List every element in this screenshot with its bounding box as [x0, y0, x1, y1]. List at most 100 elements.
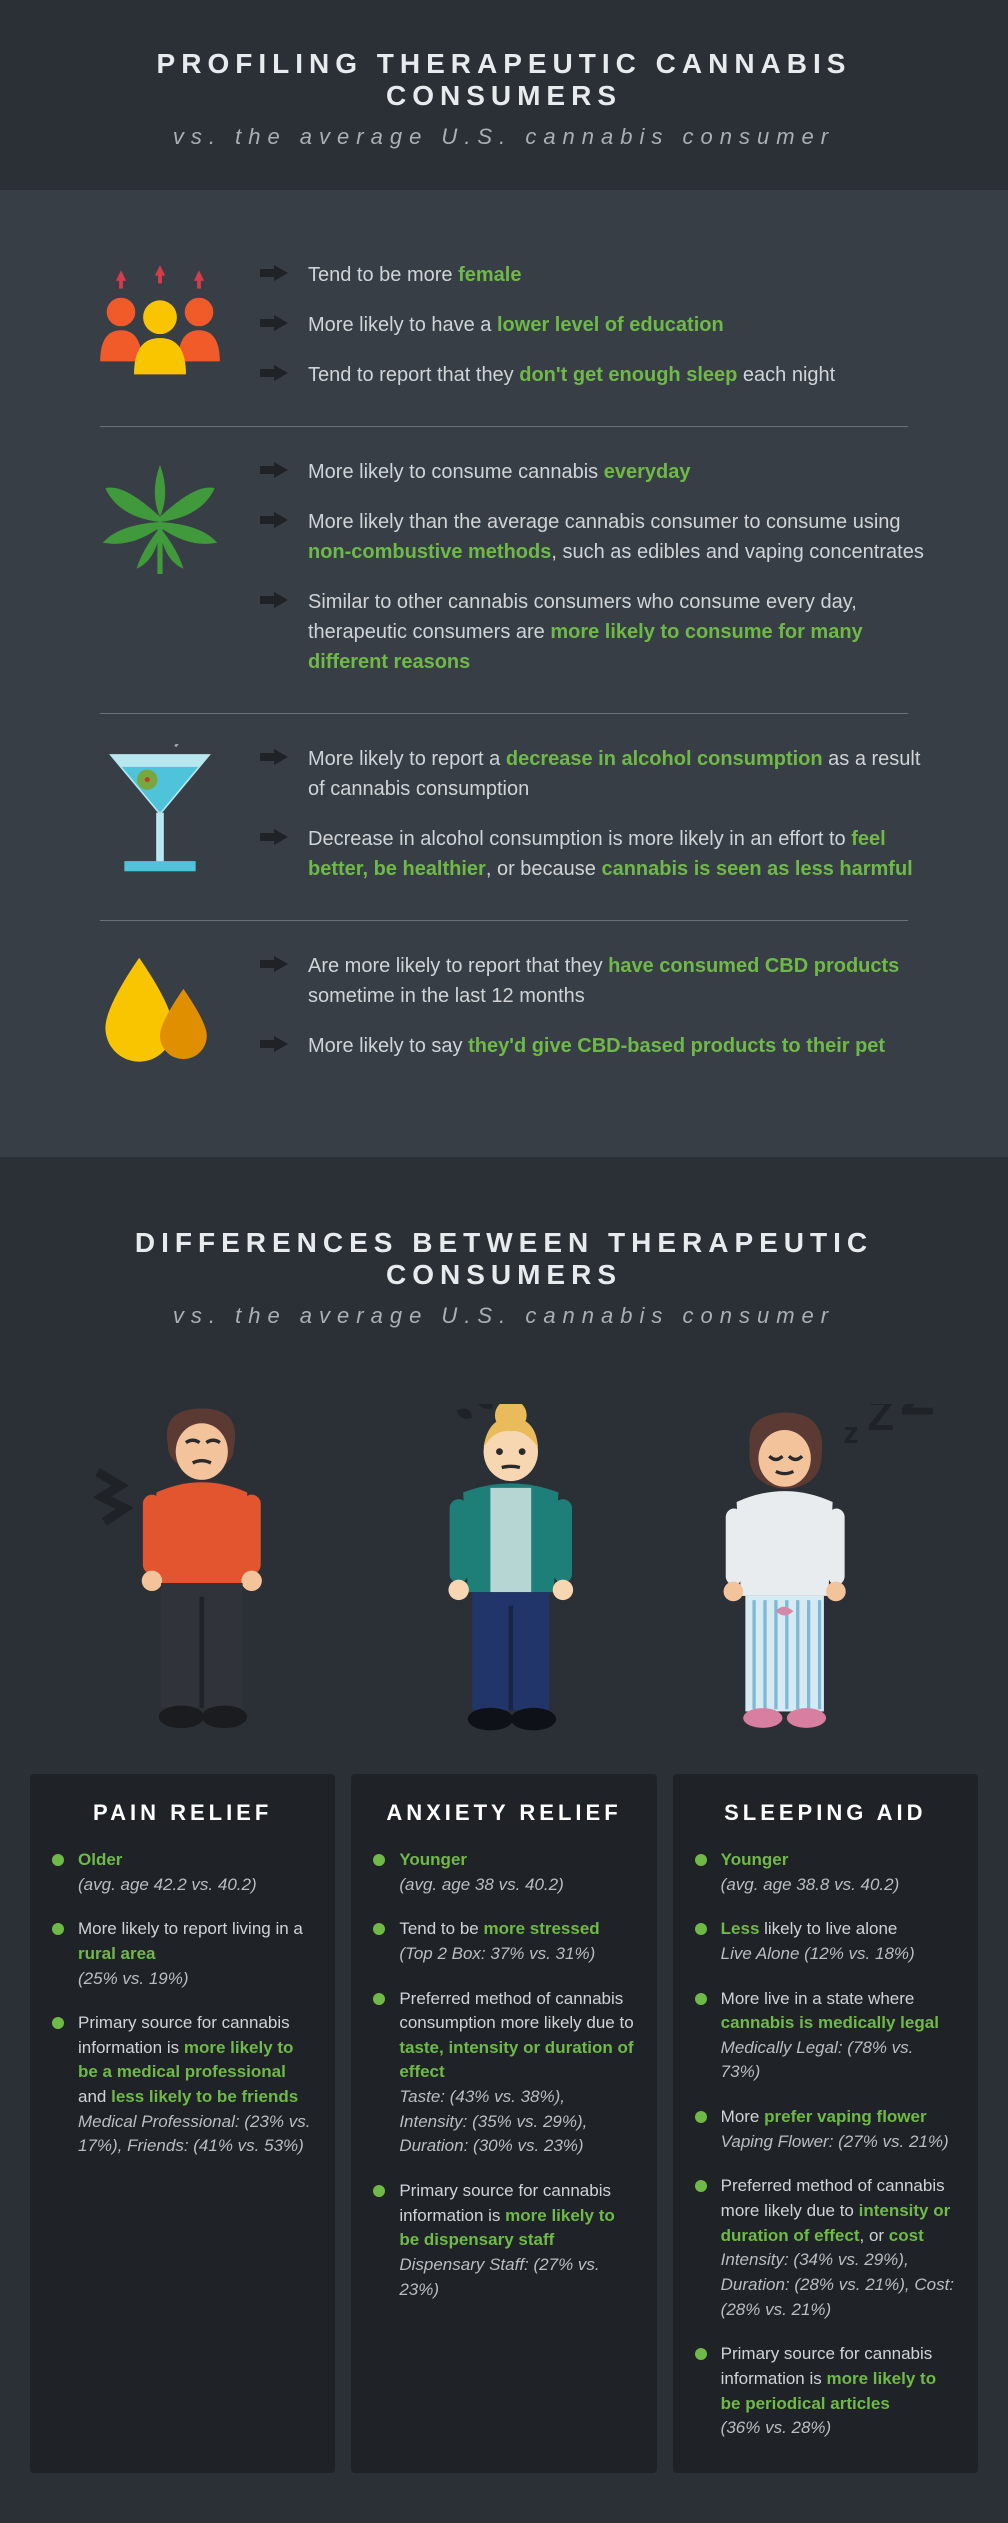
- bullet: Are more likely to report that they have…: [260, 951, 928, 1011]
- bullet-dot-icon: [373, 1993, 385, 2005]
- card-point: Preferred method of cannabis consumption…: [373, 1987, 634, 2159]
- bullet-text: Tend to be more female: [308, 260, 521, 290]
- point-body: Primary source for cannabis information …: [399, 2179, 634, 2302]
- bullet-text: More likely to report a decrease in alco…: [308, 744, 928, 804]
- card-point: Younger(avg. age 38 vs. 40.2): [373, 1848, 634, 1897]
- card-point: Less likely to live aloneLive Alone (12%…: [695, 1917, 956, 1966]
- bullet-text: More likely than the average cannabis co…: [308, 507, 928, 567]
- bullet: More likely to report a decrease in alco…: [260, 744, 928, 804]
- arrow-icon: [260, 460, 288, 480]
- card-point: Primary source for cannabis information …: [373, 2179, 634, 2302]
- leaf-icon: [80, 457, 240, 587]
- block-body: More likely to consume cannabis everyday…: [240, 457, 928, 677]
- svg-text:Z: Z: [868, 1404, 895, 1440]
- people-row: z Z Z: [0, 1374, 1008, 1774]
- bullet-text: Similar to other cannabis consumers who …: [308, 587, 928, 677]
- person-illustration: [384, 1384, 624, 1744]
- bullet: More likely to have a lower level of edu…: [260, 310, 928, 340]
- bullet-dot-icon: [373, 2185, 385, 2197]
- arrow-icon: [260, 827, 288, 847]
- point-body: Younger(avg. age 38 vs. 40.2): [399, 1848, 563, 1897]
- section2-title: DIFFERENCES BETWEEN THERAPEUTIC CONSUMER…: [40, 1227, 968, 1291]
- point-body: Older(avg. age 42.2 vs. 40.2): [78, 1848, 257, 1897]
- main-header: PROFILING THERAPEUTIC CANNABIS CONSUMERS…: [0, 0, 1008, 190]
- card-point: More live in a state where cannabis is m…: [695, 1987, 956, 2086]
- card-point: More likely to report living in a rural …: [52, 1917, 313, 1991]
- card-point: Primary source for cannabis information …: [52, 2011, 313, 2159]
- bullet-text: More likely to say they'd give CBD-based…: [308, 1031, 885, 1061]
- card-point: More prefer vaping flowerVaping Flower: …: [695, 2105, 956, 2154]
- point-body: Tend to be more stressed(Top 2 Box: 37% …: [399, 1917, 599, 1966]
- bullet: More likely to say they'd give CBD-based…: [260, 1031, 928, 1061]
- card-point: Tend to be more stressed(Top 2 Box: 37% …: [373, 1917, 634, 1966]
- card-point: Preferred method of cannabis more likely…: [695, 2174, 956, 2322]
- card-point: Older(avg. age 42.2 vs. 40.2): [52, 1848, 313, 1897]
- comparison-card: ANXIETY RELIEF Younger(avg. age 38 vs. 40…: [351, 1774, 656, 2473]
- bullet-dot-icon: [52, 1854, 64, 1866]
- cocktail-icon: [80, 744, 240, 884]
- bullet-dot-icon: [695, 2180, 707, 2192]
- person-illustration: [75, 1384, 315, 1744]
- arrow-icon: [260, 313, 288, 333]
- point-body: Primary source for cannabis information …: [721, 2342, 956, 2441]
- profile-block: Tend to be more female More likely to ha…: [60, 230, 948, 426]
- point-body: More prefer vaping flowerVaping Flower: …: [721, 2105, 949, 2154]
- svg-text:Z: Z: [901, 1404, 934, 1428]
- point-body: Primary source for cannabis information …: [78, 2011, 313, 2159]
- profile-block: Are more likely to report that they have…: [60, 921, 948, 1107]
- card-point: Primary source for cannabis information …: [695, 2342, 956, 2441]
- card-title: ANXIETY RELIEF: [373, 1800, 634, 1826]
- people-icon: [80, 260, 240, 390]
- bullet-dot-icon: [695, 2111, 707, 2123]
- profile-block: More likely to consume cannabis everyday…: [60, 427, 948, 713]
- bullet: Tend to report that they don't get enoug…: [260, 360, 928, 390]
- card-title: PAIN RELIEF: [52, 1800, 313, 1826]
- page-subtitle: vs. the average U.S. cannabis consumer: [40, 124, 968, 150]
- sleep-person-icon: z Z Z: [693, 1404, 933, 1744]
- profile-panel: Tend to be more female More likely to ha…: [0, 190, 1008, 1157]
- comparison-card: PAIN RELIEF Older(avg. age 42.2 vs. 40.2)…: [30, 1774, 335, 2473]
- arrow-icon: [260, 263, 288, 283]
- block-body: Are more likely to report that they have…: [240, 951, 928, 1061]
- section2-header: DIFFERENCES BETWEEN THERAPEUTIC CONSUMER…: [0, 1157, 1008, 1374]
- arrow-icon: [260, 510, 288, 530]
- card-title: SLEEPING AID: [695, 1800, 956, 1826]
- bullet: More likely to consume cannabis everyday: [260, 457, 928, 487]
- bullet-dot-icon: [695, 1923, 707, 1935]
- bullet-dot-icon: [695, 1854, 707, 1866]
- pain-person-icon: [80, 1404, 310, 1744]
- profile-block: More likely to report a decrease in alco…: [60, 714, 948, 920]
- arrow-icon: [260, 363, 288, 383]
- point-body: Less likely to live aloneLive Alone (12%…: [721, 1917, 915, 1966]
- bullet-dot-icon: [52, 1923, 64, 1935]
- bullet-text: Decrease in alcohol consumption is more …: [308, 824, 928, 884]
- arrow-icon: [260, 747, 288, 767]
- bullet-text: Tend to report that they don't get enoug…: [308, 360, 835, 390]
- block-body: Tend to be more female More likely to ha…: [240, 260, 928, 390]
- point-body: Preferred method of cannabis more likely…: [721, 2174, 956, 2322]
- point-body: More live in a state where cannabis is m…: [721, 1987, 956, 2086]
- bullet-dot-icon: [695, 2348, 707, 2360]
- point-body: Younger(avg. age 38.8 vs. 40.2): [721, 1848, 900, 1897]
- bullet: Decrease in alcohol consumption is more …: [260, 824, 928, 884]
- svg-text:z: z: [844, 1416, 859, 1450]
- page-title: PROFILING THERAPEUTIC CANNABIS CONSUMERS: [40, 48, 968, 112]
- anxiety-person-icon: [389, 1404, 619, 1744]
- arrow-icon: [260, 590, 288, 610]
- point-body: Preferred method of cannabis consumption…: [399, 1987, 634, 2159]
- bullet: Similar to other cannabis consumers who …: [260, 587, 928, 677]
- bullet: More likely than the average cannabis co…: [260, 507, 928, 567]
- bullet-text: Are more likely to report that they have…: [308, 951, 928, 1011]
- bullet-dot-icon: [373, 1854, 385, 1866]
- comparison-card: SLEEPING AID Younger(avg. age 38.8 vs. 40…: [673, 1774, 978, 2473]
- bullet-dot-icon: [52, 2017, 64, 2029]
- arrow-icon: [260, 1034, 288, 1054]
- bullet-dot-icon: [373, 1923, 385, 1935]
- comparison-columns: PAIN RELIEF Older(avg. age 42.2 vs. 40.2)…: [0, 1774, 1008, 2523]
- drops-icon: [80, 951, 240, 1071]
- person-illustration: z Z Z: [693, 1384, 933, 1744]
- bullet: Tend to be more female: [260, 260, 928, 290]
- bullet-text: More likely to consume cannabis everyday: [308, 457, 690, 487]
- block-body: More likely to report a decrease in alco…: [240, 744, 928, 884]
- card-point: Younger(avg. age 38.8 vs. 40.2): [695, 1848, 956, 1897]
